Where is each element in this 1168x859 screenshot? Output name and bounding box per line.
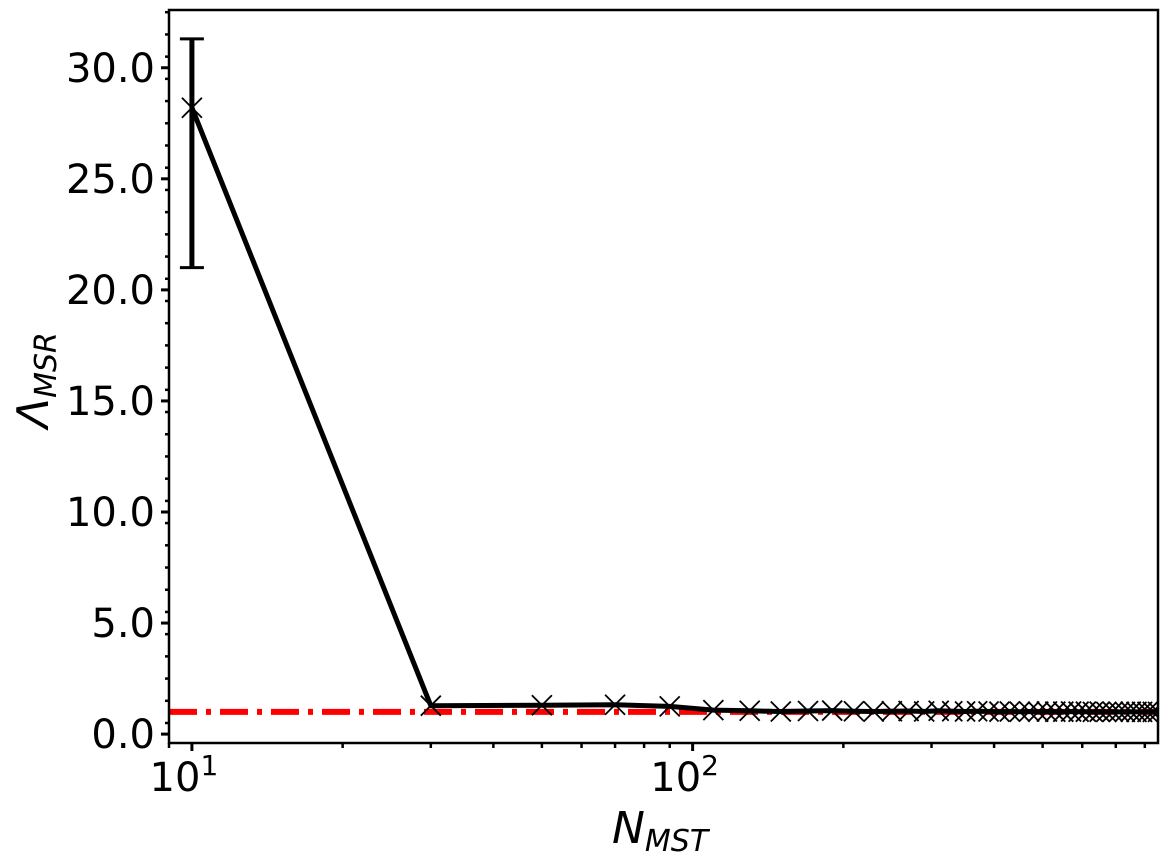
marker-stroke — [420, 695, 442, 717]
marker-stroke — [1142, 705, 1158, 723]
data-point — [977, 700, 1000, 723]
data-point — [1044, 701, 1066, 723]
data-point — [702, 699, 724, 721]
data-point — [770, 700, 792, 723]
data-point — [988, 701, 1011, 723]
x-tick-exponent: 2 — [701, 749, 719, 782]
marker-stroke — [988, 701, 1011, 723]
marker-stroke — [1131, 701, 1153, 723]
x-tick-base: 10 — [150, 755, 201, 801]
data-point — [797, 700, 819, 722]
y-axis-label-main: Λ — [8, 398, 59, 431]
y-tick-label: 15.0 — [66, 379, 155, 425]
data-point — [1018, 700, 1040, 723]
marker-stroke — [1044, 701, 1066, 723]
marker-stroke — [913, 700, 935, 723]
x-tick-label: 101 — [150, 749, 219, 801]
marker-stroke — [739, 700, 761, 722]
y-tick-label: 30.0 — [66, 46, 155, 92]
marker-stroke — [1009, 701, 1031, 723]
marker-stroke — [1120, 701, 1142, 723]
marker-stroke — [604, 694, 626, 716]
data-point — [1142, 701, 1158, 723]
data-point — [1120, 701, 1142, 723]
data-point — [1125, 701, 1148, 723]
data-point — [843, 700, 865, 722]
x-tick-label: 102 — [650, 749, 719, 801]
data-point — [863, 700, 885, 723]
data-point — [604, 694, 626, 716]
data-point — [739, 700, 761, 722]
marker-stroke — [1027, 701, 1049, 723]
data-point — [881, 700, 903, 722]
data-point — [1052, 701, 1074, 723]
data-point — [966, 700, 988, 722]
marker-stroke — [1114, 701, 1136, 723]
y-tick-label: 0.0 — [91, 712, 155, 758]
marker-stroke — [702, 699, 724, 721]
y-tick-label: 20.0 — [66, 268, 155, 314]
marker-stroke — [977, 700, 1000, 723]
marker-stroke — [1147, 701, 1158, 714]
marker-stroke — [821, 699, 843, 722]
data-point — [659, 695, 681, 717]
marker-stroke — [659, 695, 681, 717]
data-point — [821, 699, 843, 722]
x-axis-label-main: N — [612, 803, 645, 854]
plot-area — [169, 37, 1158, 723]
data-point — [1009, 701, 1031, 723]
marker-stroke — [531, 694, 553, 716]
data-point — [1136, 701, 1158, 723]
marker-stroke — [999, 700, 1021, 723]
marker-stroke — [1018, 700, 1040, 723]
y-tick-label: 5.0 — [91, 601, 155, 647]
marker-stroke — [1147, 710, 1158, 723]
marker-stroke — [797, 700, 819, 722]
y-axis-label-subscript: MSR — [29, 332, 64, 398]
marker-stroke — [1102, 701, 1124, 723]
x-axis-label-subscript: MST — [645, 824, 711, 859]
data-point — [531, 694, 553, 716]
marker-stroke — [1036, 700, 1058, 723]
data-point — [1036, 700, 1058, 723]
marker-stroke — [843, 700, 865, 722]
data-point — [897, 700, 920, 722]
data-point — [420, 695, 442, 717]
y-tick-label: 25.0 — [66, 157, 155, 203]
y-axis-label: ΛMSR — [8, 332, 64, 431]
marker-stroke — [881, 700, 903, 722]
marker-stroke — [966, 700, 988, 722]
plot-frame — [167, 8, 1160, 745]
y-tick-label: 10.0 — [66, 490, 155, 536]
x-tick-exponent: 1 — [200, 749, 218, 782]
data-point — [1131, 701, 1153, 723]
marker-stroke — [770, 700, 792, 723]
error-bar — [179, 37, 204, 270]
plot-content — [169, 37, 1158, 723]
marker-stroke — [1052, 701, 1074, 723]
data-point — [1114, 701, 1136, 723]
marker-stroke — [1136, 701, 1158, 723]
x-axis-label: NMST — [612, 803, 711, 859]
marker-stroke — [897, 700, 920, 722]
data-point — [999, 700, 1021, 723]
x-tick-base: 10 — [650, 755, 701, 801]
data-point — [1027, 701, 1049, 723]
marker-stroke — [1125, 701, 1148, 723]
data-point — [1147, 701, 1158, 723]
marker-stroke — [863, 700, 885, 723]
